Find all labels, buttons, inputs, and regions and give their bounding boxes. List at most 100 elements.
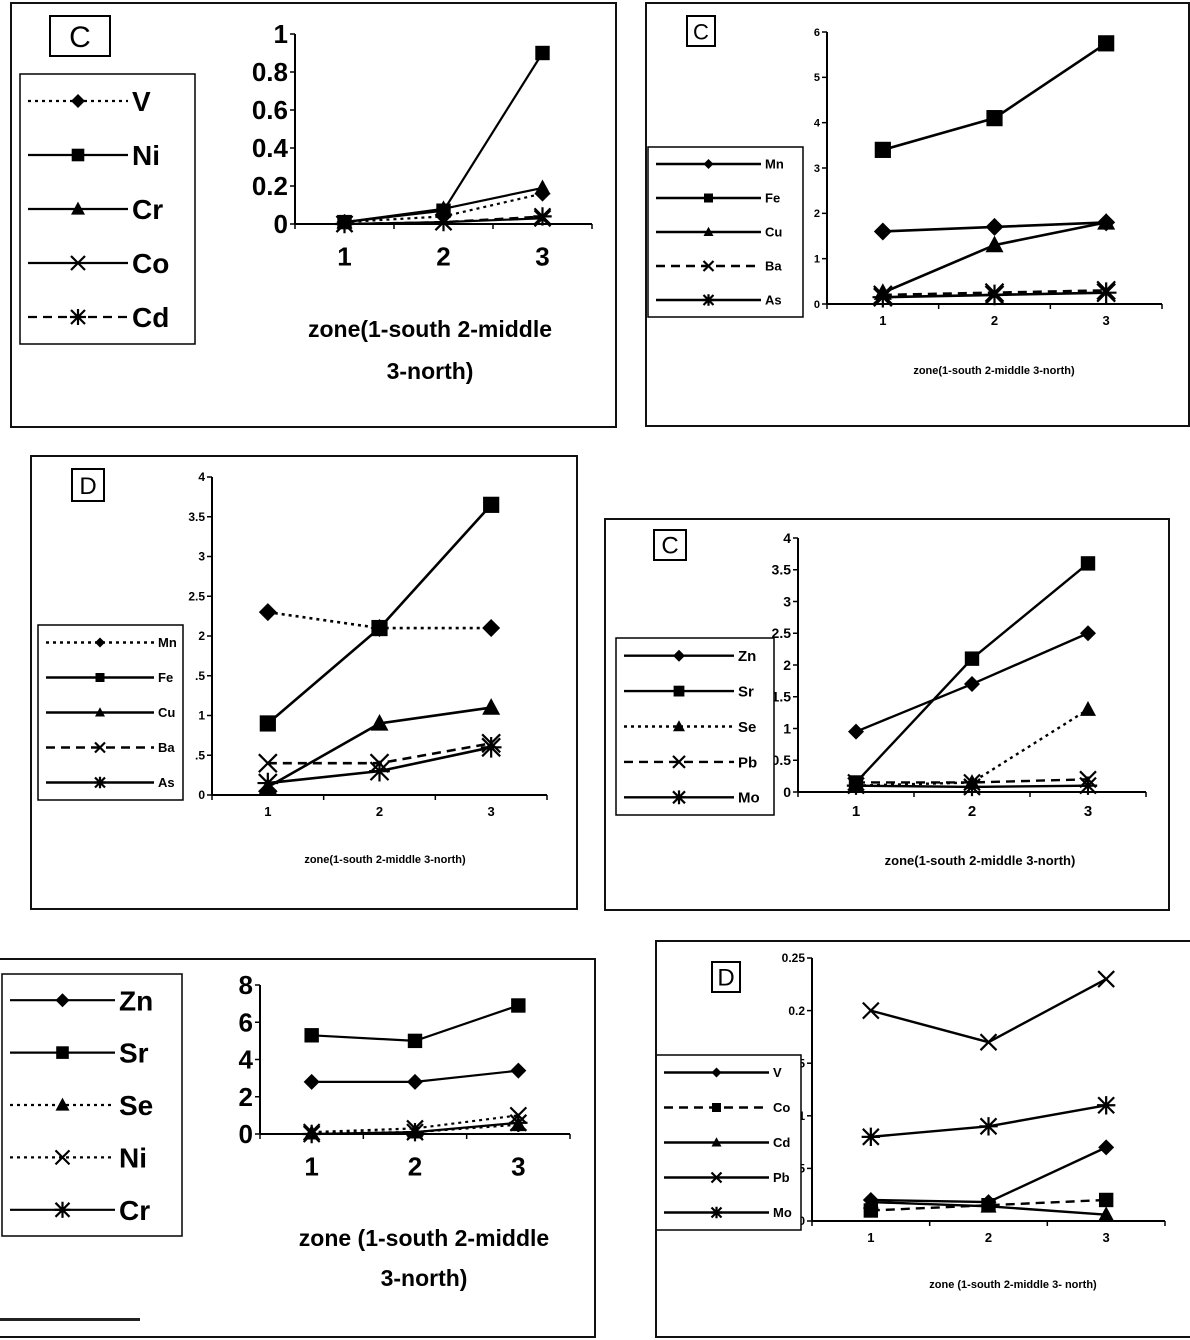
- data-point: [335, 214, 354, 234]
- bottom-rule: [0, 1318, 140, 1321]
- data-point: [964, 676, 980, 693]
- legend-label: Mo: [738, 790, 760, 807]
- x-tick-label: 1: [304, 1152, 318, 1182]
- data-point: [1098, 35, 1115, 52]
- y-tick-label: 0: [198, 788, 205, 802]
- y-tick-label: 4: [783, 530, 791, 546]
- data-point: [434, 212, 453, 232]
- series-line: [266, 503, 493, 725]
- data-point: [1078, 776, 1098, 795]
- panel-label: C: [69, 21, 91, 54]
- legend-label: Ni: [132, 140, 160, 171]
- data-point: [980, 1197, 997, 1213]
- legend-marker: [54, 1149, 71, 1166]
- data-point: [1098, 1139, 1115, 1156]
- legend-label: Sr: [119, 1038, 149, 1069]
- legend-marker: [55, 993, 70, 1008]
- y-tick-label: 4: [239, 1045, 254, 1075]
- y-tick-label: 0.2: [252, 171, 288, 201]
- x-tick-label: 3: [1103, 1230, 1110, 1245]
- panel-label-box: [711, 961, 741, 993]
- legend-label: V: [773, 1065, 782, 1080]
- x-axis-label: zone(1-south 2-middle 3-north): [913, 365, 1075, 377]
- x-axis-label: 3-north): [387, 358, 474, 384]
- data-point: [480, 736, 502, 758]
- legend: Mn Fe Cu Ba As: [647, 146, 804, 318]
- data-point: [509, 1113, 528, 1133]
- legend-label: Mo: [773, 1205, 792, 1220]
- series-zn: [303, 1062, 527, 1090]
- data-point: [985, 235, 1004, 253]
- series-sr: [848, 556, 1096, 790]
- data-point: [482, 698, 501, 715]
- data-point: [370, 714, 389, 731]
- data-point: [304, 1028, 319, 1043]
- y-tick-label: 2: [239, 1082, 253, 1112]
- x-axis-label: zone(1-south 2-middle: [308, 316, 552, 342]
- x-tick-label: 2: [436, 242, 450, 272]
- chart-2-svg: C 0 1 2 3 4 5 6 1 2 3 zone(1-south 2-middle 3-north…: [647, 15, 1163, 377]
- x-tick-label: 2: [968, 803, 976, 820]
- series-line: [870, 1198, 1107, 1212]
- legend-label: Sr: [738, 684, 754, 701]
- x-tick-label: 1: [867, 1230, 874, 1245]
- x-tick-label: 3: [1103, 313, 1110, 328]
- y-tick-label: 1: [274, 19, 288, 49]
- y-tick-label: 2.5: [188, 589, 205, 603]
- x-axis-label: zone (1-south 2-middle 3- north): [929, 1279, 1097, 1291]
- legend-marker: [70, 255, 86, 271]
- data-point: [979, 1117, 998, 1136]
- y-tick-label: 0: [783, 784, 791, 800]
- data-point: [535, 45, 550, 61]
- y-tick-label: 4: [198, 470, 205, 484]
- panel-label: D: [79, 473, 96, 500]
- data-point: [862, 1193, 879, 1209]
- panel-label-box: [71, 468, 105, 502]
- legend-label: Mn: [765, 157, 784, 172]
- data-point: [534, 179, 551, 195]
- legend-label: V: [132, 86, 151, 117]
- legend-label: As: [765, 293, 782, 308]
- data-point: [303, 1073, 320, 1090]
- series-zn: [848, 625, 1096, 740]
- x-tick-label: 3: [511, 1152, 525, 1182]
- data-point: [407, 1073, 423, 1090]
- data-point: [259, 715, 276, 732]
- y-tick-label: 0: [274, 209, 288, 239]
- chart-3-svg: D 0 .5 1 .5 2 2.5 3 3.5 4 1 2 3 zone(1-south 2-middle…: [37, 468, 548, 866]
- series-line: [882, 42, 1107, 152]
- x-tick-label: 3: [535, 242, 549, 272]
- data-point: [872, 286, 894, 308]
- data-point: [874, 141, 891, 158]
- series-fe: [259, 496, 500, 732]
- series-line: [855, 562, 1089, 784]
- y-tick-label: 0.6: [252, 95, 288, 125]
- legend-marker: [673, 720, 685, 732]
- chart-1-svg: C 0 0.2 0.4 0.6 0.8 1 1 2 3 zone(1-south 2-middle 3…: [19, 15, 593, 384]
- data-point: [861, 1127, 881, 1147]
- chart-panel-2: C 0 1 2 3 4 5 6 1 2 3 zone(1-south 2-middle 3-north…: [645, 2, 1190, 427]
- legend-label: Pb: [738, 754, 757, 771]
- data-point: [257, 772, 279, 794]
- y-tick-label: 0: [239, 1119, 253, 1149]
- panel-label: C: [661, 532, 678, 559]
- chart-panel-1: C 0 0.2 0.4 0.6 0.8 1 1 2 3 zone(1-south 2-middle 3…: [10, 2, 617, 428]
- legend-label: Cu: [765, 225, 782, 240]
- series-cr: [302, 1113, 528, 1144]
- y-tick-label: .5: [195, 748, 205, 762]
- legend-label: Cu: [158, 705, 175, 720]
- legend-box: [1, 973, 183, 1237]
- legend-label: Co: [132, 248, 169, 279]
- x-tick-label: 3: [488, 804, 495, 819]
- y-tick-label: 3.5: [188, 510, 205, 524]
- y-tick-label: 1: [198, 709, 205, 723]
- legend-marker: [54, 1201, 71, 1218]
- legend: Zn Sr Se Pb Mo: [615, 637, 775, 816]
- legend-label: Ni: [119, 1142, 147, 1173]
- series-cd: [335, 207, 552, 234]
- legend-marker: [95, 673, 105, 682]
- data-point: [1098, 1192, 1114, 1208]
- legend-label: Pb: [773, 1170, 790, 1185]
- y-tick-label: 0: [814, 299, 820, 311]
